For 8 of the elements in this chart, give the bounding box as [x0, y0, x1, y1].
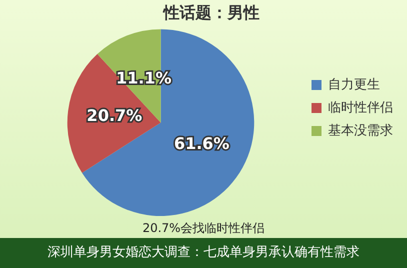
data-label: 61.6%	[174, 134, 230, 154]
text: 20.7%会找临时性伴侣	[141, 220, 266, 237]
chart-title: 性话题：男性	[162, 2, 260, 22]
legend-label: 临时性伴侣	[328, 100, 393, 116]
legend-label: 自力更生	[328, 77, 380, 92]
legend-label: 基本没需求	[328, 123, 393, 138]
data-label: 20.7%	[86, 106, 142, 125]
text: 深圳单身男女婚恋大调查：七成单身男承认确有性需求	[0, 238, 407, 268]
